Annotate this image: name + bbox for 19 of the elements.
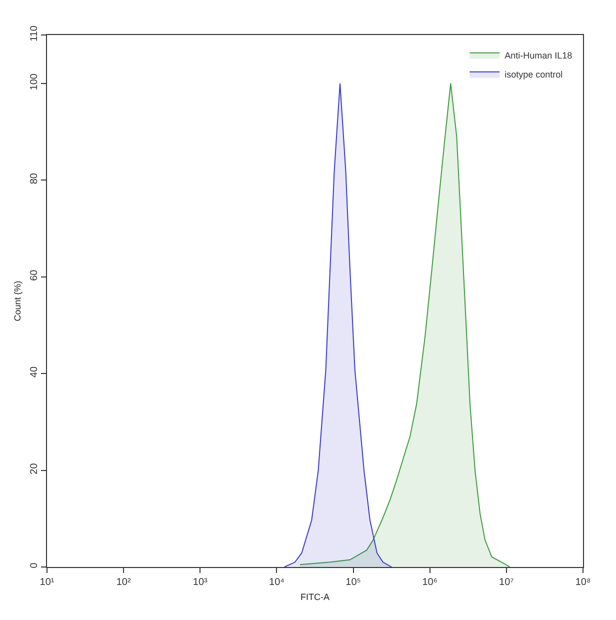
y-tick-label: 20 [29,462,40,474]
y-tick-label: 0 [29,562,40,568]
x-tick-label: 10² [116,577,132,588]
x-tick-label: 10³ [192,577,208,588]
y-tick-label: 100 [29,73,40,90]
x-tick-label: 10⁸ [575,577,591,588]
x-tick-label: 10⁶ [422,577,438,588]
y-tick-label: 80 [29,172,40,184]
x-tick-label: 10⁷ [499,577,514,588]
y-tick-label: 40 [29,366,40,378]
x-tick-label: 10¹ [40,577,55,588]
legend-label: Anti-Human IL18 [504,50,572,60]
x-tick-label: 10⁴ [269,577,284,588]
y-tick-label: 110 [29,25,40,42]
x-axis-title: FITC-A [300,592,330,602]
legend-label: isotype control [504,69,563,80]
x-tick-label: 10⁵ [346,577,361,588]
y-tick-label: 60 [29,269,40,281]
y-axis-title: Count (%) [12,280,22,322]
